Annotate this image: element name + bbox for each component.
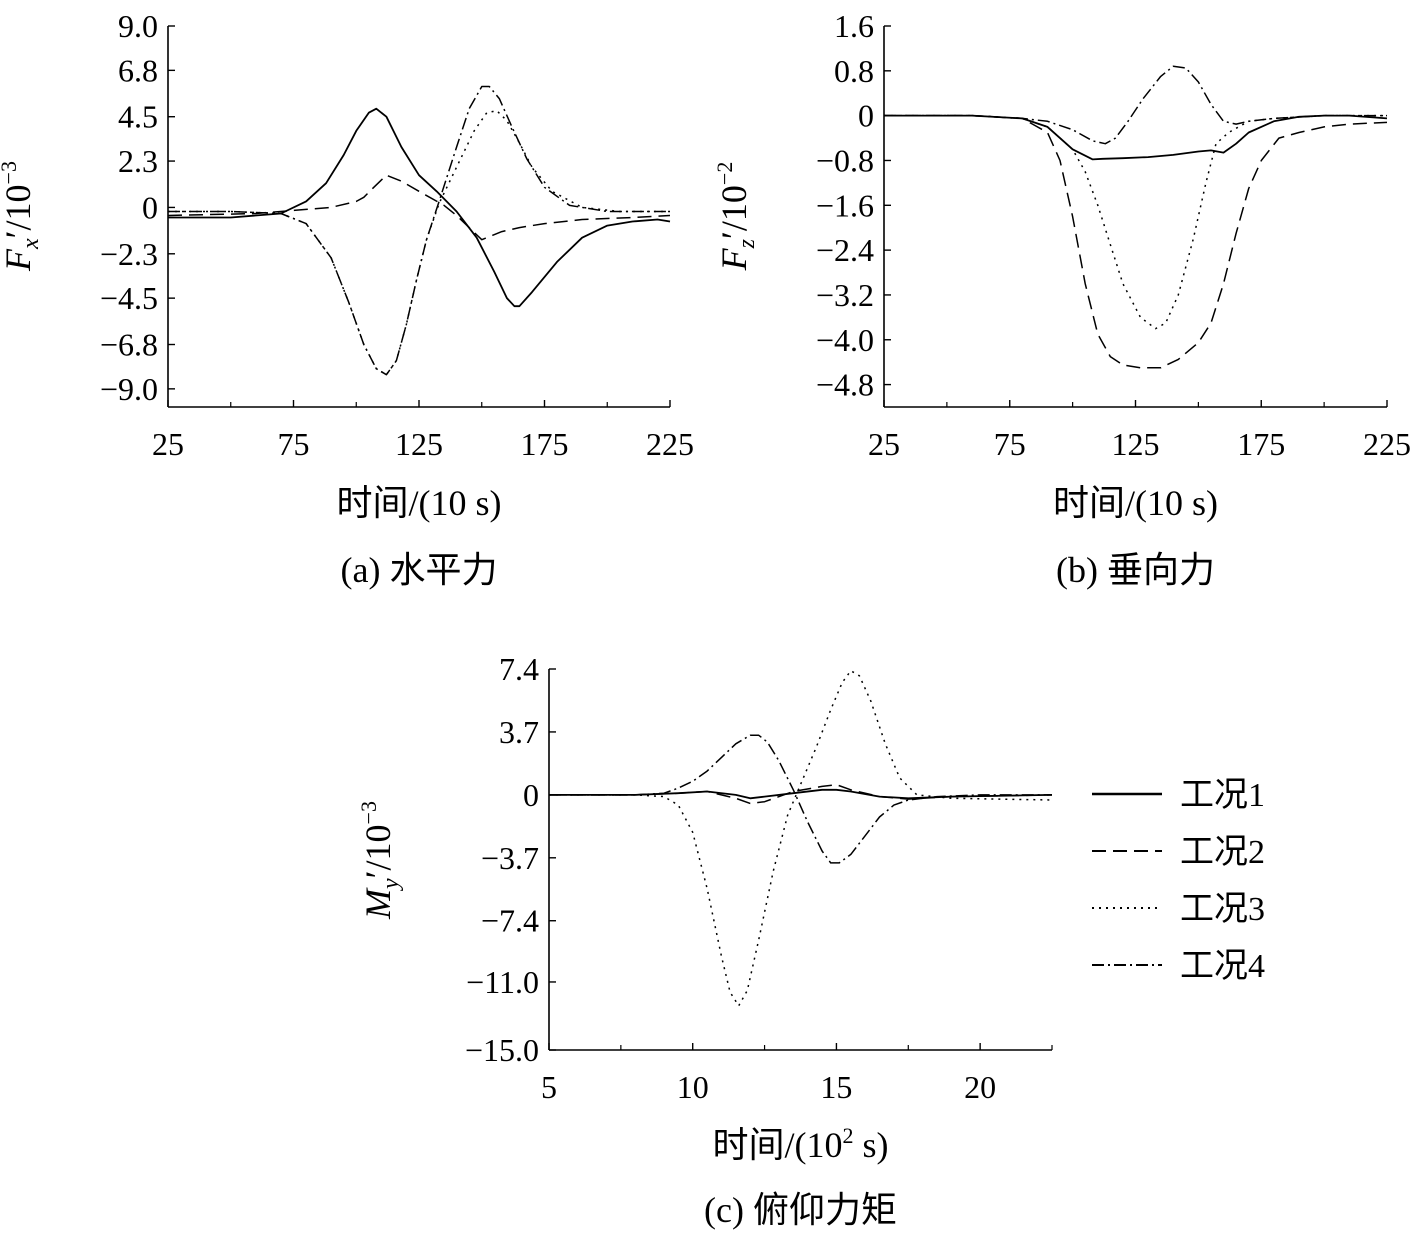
y-tick-label: 4.5 xyxy=(118,99,158,135)
y-tick-label: −4.0 xyxy=(816,322,874,358)
x-axis-label-text: 时间/(10 xyxy=(713,1125,843,1165)
panel-a-horizontal-force: 9.0 6.8 4.5 2.3 0 −2.3 −4.5 −6.8 −9.0 25 75 125 175 2… xyxy=(0,8,694,590)
y-tick-label: −2.3 xyxy=(100,236,158,272)
y-tick-label: 6.8 xyxy=(118,52,158,88)
y-tick-label: −2.4 xyxy=(816,232,874,268)
legend-label: 工况4 xyxy=(1180,948,1265,985)
y-axis-label-subscript: y xyxy=(378,878,404,891)
x-axis-label: 时间/(10 s) xyxy=(337,483,502,523)
y-tick-label: −9.0 xyxy=(100,371,158,407)
y-tick-label: −4.5 xyxy=(100,280,158,316)
y-tick-label: −11.0 xyxy=(466,964,539,1000)
x-tick-label: 175 xyxy=(1237,426,1285,462)
y-axis-label-subscript: x xyxy=(18,238,44,250)
x-tick-label: 20 xyxy=(964,1069,996,1105)
y-tick-label: −3.7 xyxy=(481,840,539,876)
series-line-工况3 xyxy=(549,669,1053,1007)
y-tick-label: 1.6 xyxy=(834,8,874,44)
y-axis-label: Fx′/10−3 xyxy=(0,161,44,272)
x-tick-label: 5 xyxy=(541,1069,557,1105)
x-axis-label-unit: s) xyxy=(854,1125,889,1165)
x-tick-label: 225 xyxy=(1363,426,1411,462)
y-axis-label-unit: ′/10 xyxy=(358,824,398,878)
x-tick-label: 10 xyxy=(677,1069,709,1105)
series-line-工况2 xyxy=(167,174,671,241)
x-axis-label: 时间/(10 s) xyxy=(1053,483,1218,523)
series-line-工况3 xyxy=(168,109,670,376)
panel-caption: (b) 垂向力 xyxy=(1056,550,1215,590)
series-line-工况2 xyxy=(549,783,1053,805)
panel-caption: (c) 俯仰力矩 xyxy=(704,1190,897,1230)
x-tick-label: 225 xyxy=(646,426,694,462)
x-axis-label-exponent: 2 xyxy=(843,1123,854,1148)
y-axis-label-exponent: −3 xyxy=(356,801,381,824)
y-tick-label: 9.0 xyxy=(118,8,158,44)
panel-c-pitch-moment: 7.4 3.7 0 −3.7 −7.4 −11.0 −15.05 10 15 20 时间/(102 … xyxy=(356,651,1053,1230)
legend-label: 工况2 xyxy=(1180,834,1265,871)
series-line-工况4 xyxy=(884,65,1387,145)
y-axis-label-exponent: −3 xyxy=(0,161,21,184)
y-tick-label: 0.8 xyxy=(834,53,874,89)
y-tick-label: 0 xyxy=(523,777,539,813)
y-axis-label-symbol: M xyxy=(358,887,398,920)
series-line-工况4 xyxy=(168,85,670,376)
x-tick-label: 25 xyxy=(152,426,184,462)
y-tick-label: −3.2 xyxy=(816,277,874,313)
x-tick-label: 175 xyxy=(521,426,569,462)
series-line-工况1 xyxy=(549,788,1053,800)
y-axis-label: Fz′/10−2 xyxy=(712,162,760,272)
y-axis-label-symbol: F xyxy=(0,248,38,272)
series-line-工况4 xyxy=(549,734,1052,864)
y-tick-label: −1.6 xyxy=(816,187,874,223)
y-tick-label: −6.8 xyxy=(100,327,158,363)
y-tick-label: 7.4 xyxy=(499,651,539,687)
y-axis-label-symbol: F xyxy=(714,247,754,271)
x-axis-label: 时间/(102 s) xyxy=(713,1123,889,1165)
series-line-工况1 xyxy=(168,107,671,308)
y-tick-label: 2.3 xyxy=(118,143,158,179)
y-tick-label: 3.7 xyxy=(499,714,539,750)
y-tick-label: 0 xyxy=(142,189,158,225)
x-tick-label: 25 xyxy=(868,426,900,462)
x-tick-label: 125 xyxy=(395,426,443,462)
y-tick-label: −15.0 xyxy=(465,1032,539,1068)
legend-label: 工况1 xyxy=(1180,777,1265,814)
y-tick-label: −4.8 xyxy=(816,367,874,403)
x-tick-label: 125 xyxy=(1112,426,1160,462)
y-tick-label: −0.8 xyxy=(816,142,874,178)
panel-caption: (a) 水平力 xyxy=(341,550,498,590)
legend: 工况1 工况2 工况3 工况4 xyxy=(1092,777,1265,985)
y-tick-label: 0 xyxy=(858,98,874,134)
y-axis-label-exponent: −2 xyxy=(712,162,737,185)
y-axis-label-unit: ′/10 xyxy=(714,185,754,239)
series-line-工况1 xyxy=(884,114,1388,161)
y-axis-label: My′/10−3 xyxy=(356,801,404,920)
x-tick-label: 75 xyxy=(994,426,1026,462)
legend-label: 工况3 xyxy=(1180,891,1265,928)
y-axis-label-subscript: z xyxy=(734,238,760,249)
y-axis-label-unit: ′/10 xyxy=(0,184,38,238)
y-tick-label: −7.4 xyxy=(481,903,539,939)
panel-b-vertical-force: 1.6 0.8 0 −0.8 −1.6 −2.4 −3.2 −4.0 −4.8 25 75 125 17… xyxy=(712,8,1411,590)
x-tick-label: 15 xyxy=(820,1069,852,1105)
series-line-工况2 xyxy=(884,114,1388,369)
series-line-工况3 xyxy=(884,114,1387,330)
x-tick-label: 75 xyxy=(278,426,310,462)
